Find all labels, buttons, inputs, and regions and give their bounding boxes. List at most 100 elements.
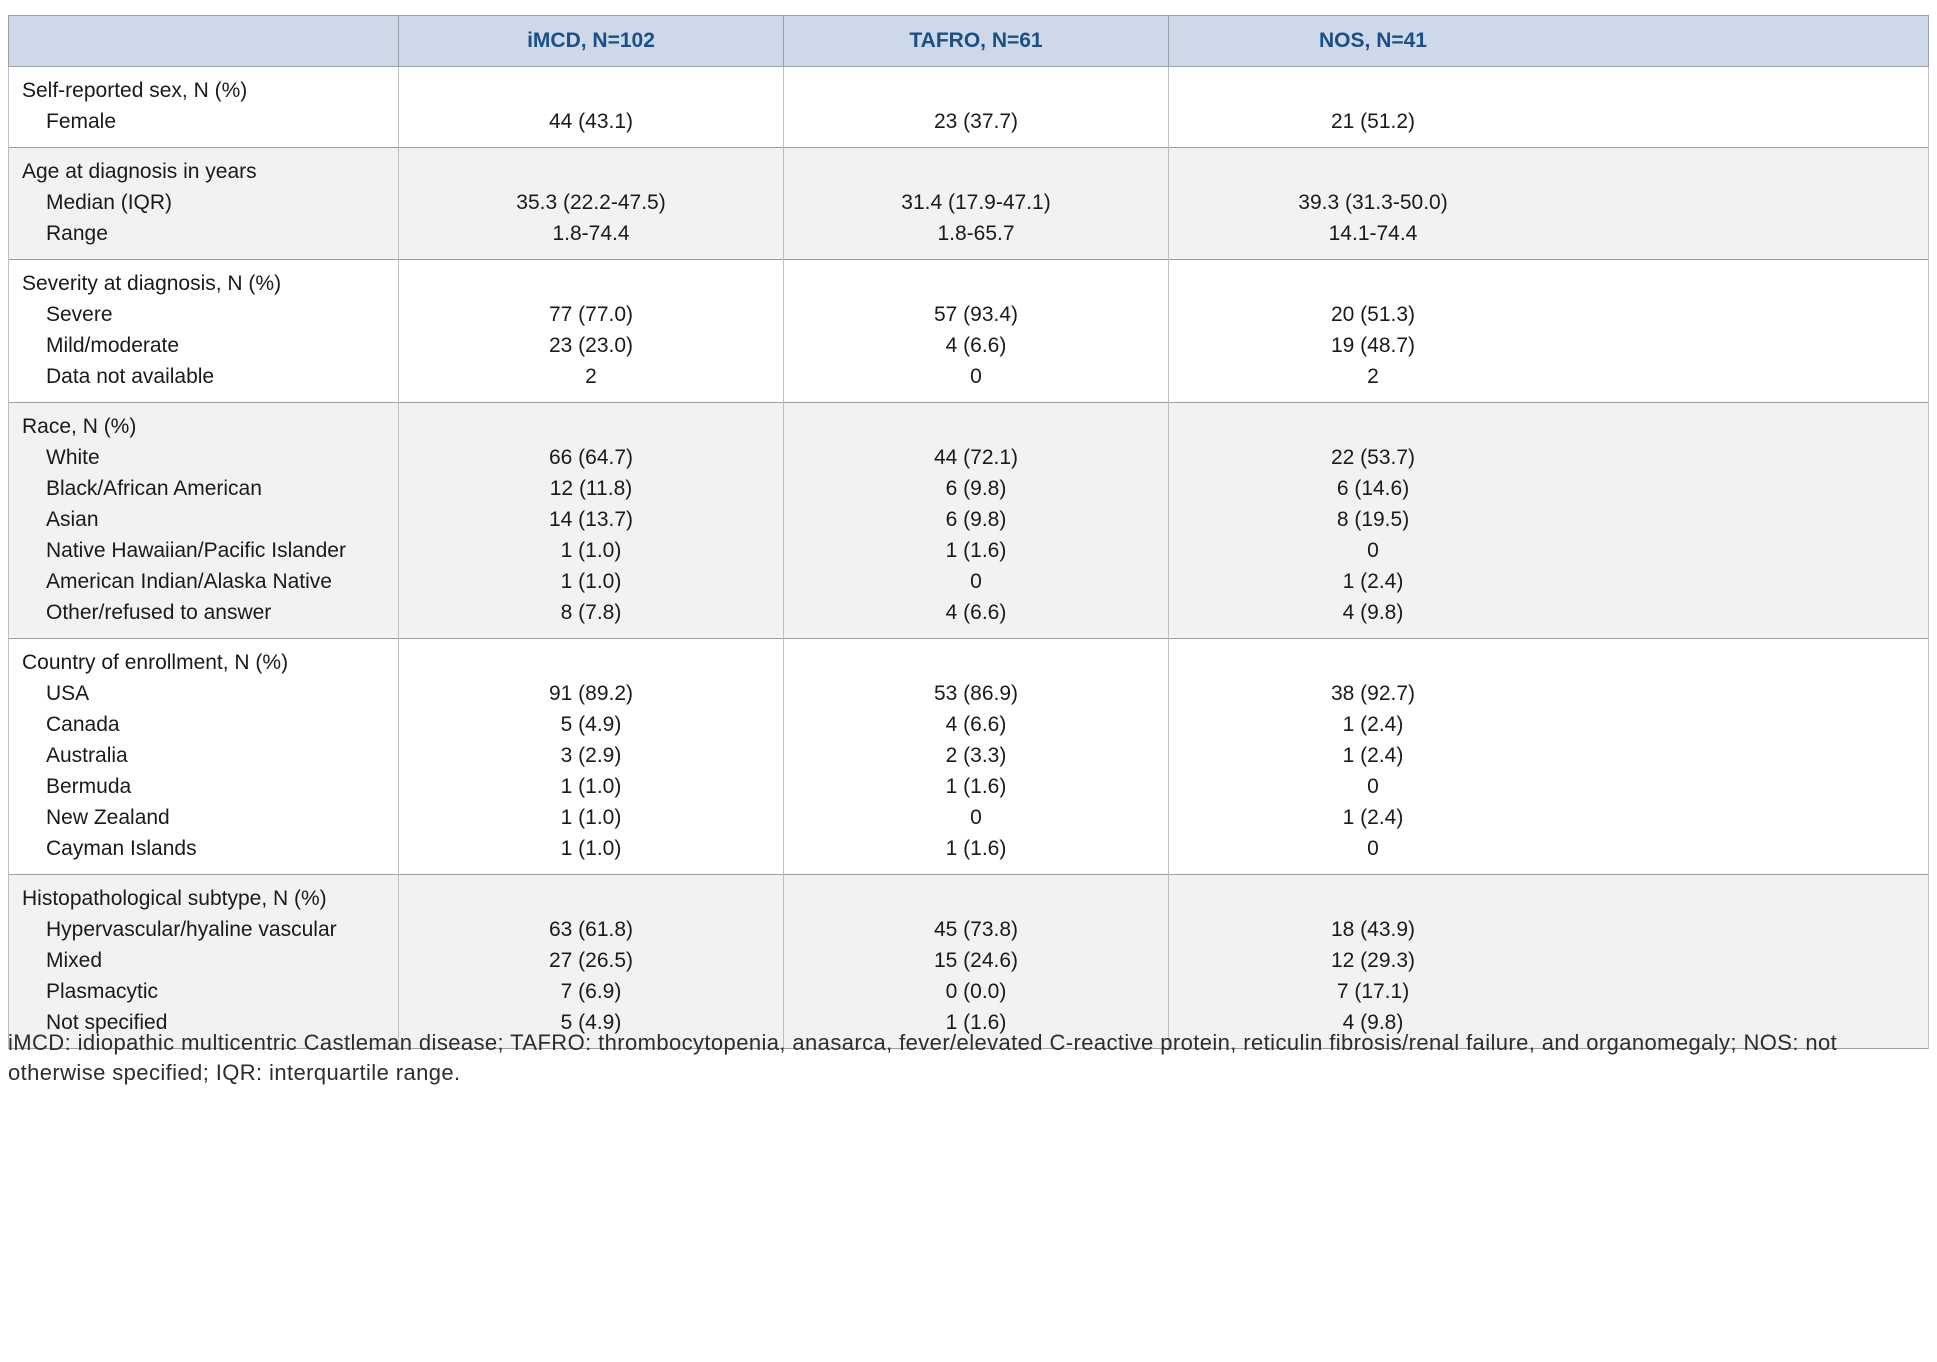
table-row: Mixed 27 (26.5) 15 (24.6) 12 (29.3) [8,945,1929,976]
table-row: American Indian/Alaska Native 1 (1.0) 0 1 (… [8,566,1929,597]
row-label: New Zealand [8,802,399,833]
cell-value: 5 (4.9) [398,1007,784,1049]
cell-value: 12 (29.3) [1168,945,1929,976]
empty-cell [398,638,784,678]
cell-value: 1 (2.4) [1168,566,1929,597]
cell-value: 0 [783,566,1169,597]
section-header-row: Country of enrollment, N (%) [8,638,1929,678]
empty-cell [783,402,1169,442]
empty-cell [783,147,1169,187]
section-header-row: Age at diagnosis in years [8,147,1929,187]
empty-cell [783,874,1169,914]
row-label: Data not available [8,361,399,403]
cell-value: 44 (43.1) [398,106,784,148]
column-header-imcd: iMCD, N=102 [398,15,784,67]
cell-value: 8 (19.5) [1168,504,1929,535]
cell-value: 12 (11.8) [398,473,784,504]
row-label: Bermuda [8,771,399,802]
cell-value: 44 (72.1) [783,442,1169,473]
section-title: Self-reported sex, N (%) [8,66,399,106]
table-row: Asian 14 (13.7) 6 (9.8) 8 (19.5) [8,504,1929,535]
cell-value: 1 (2.4) [1168,740,1929,771]
empty-cell [783,259,1169,299]
table-section: Age at diagnosis in years Median (IQR) 35.… [8,147,1929,260]
row-label: Black/African American [8,473,399,504]
cell-value: 18 (43.9) [1168,914,1929,945]
section-title: Age at diagnosis in years [8,147,399,187]
empty-cell [398,402,784,442]
cell-value: 1.8-74.4 [398,218,784,260]
section-title: Severity at diagnosis, N (%) [8,259,399,299]
cell-value: 22 (53.7) [1168,442,1929,473]
cell-value: 1 (1.6) [783,771,1169,802]
cell-value: 23 (37.7) [783,106,1169,148]
table-row: Other/refused to answer 8 (7.8) 4 (6.6) 4 (… [8,597,1929,639]
cell-value: 6 (14.6) [1168,473,1929,504]
cell-value: 7 (17.1) [1168,976,1929,1007]
cell-value: 0 [783,361,1169,403]
cell-value: 1 (1.0) [398,535,784,566]
cell-value: 35.3 (22.2-47.5) [398,187,784,218]
table-row: Mild/moderate 23 (23.0) 4 (6.6) 19 (48.7) [8,330,1929,361]
table-section: Country of enrollment, N (%) USA 91 (89.2)… [8,638,1929,875]
cell-value: 1 (1.6) [783,833,1169,875]
table-row: Cayman Islands 1 (1.0) 1 (1.6) 0 [8,833,1929,875]
cell-value: 27 (26.5) [398,945,784,976]
cell-value: 7 (6.9) [398,976,784,1007]
cell-value: 2 (3.3) [783,740,1169,771]
row-label: Canada [8,709,399,740]
cell-value: 1 (2.4) [1168,802,1929,833]
column-header-empty [8,15,399,67]
cell-value: 66 (64.7) [398,442,784,473]
cell-value: 15 (24.6) [783,945,1169,976]
table-row: Native Hawaiian/Pacific Islander 1 (1.0) 1… [8,535,1929,566]
cell-value: 2 [398,361,784,403]
cell-value: 5 (4.9) [398,709,784,740]
cell-value: 19 (48.7) [1168,330,1929,361]
cell-value: 31.4 (17.9-47.1) [783,187,1169,218]
cell-value: 0 [1168,535,1929,566]
row-label: Median (IQR) [8,187,399,218]
row-label: Not specified [8,1007,399,1049]
table-header: iMCD, N=102 TAFRO, N=61 NOS, N=41 [8,15,1929,67]
cell-value: 63 (61.8) [398,914,784,945]
row-label: White [8,442,399,473]
cell-value: 0 [783,802,1169,833]
empty-cell [1168,66,1929,106]
cell-value: 6 (9.8) [783,504,1169,535]
section-title: Race, N (%) [8,402,399,442]
table-row: Canada 5 (4.9) 4 (6.6) 1 (2.4) [8,709,1929,740]
cell-value: 14.1-74.4 [1168,218,1929,260]
cell-value: 1 (2.4) [1168,709,1929,740]
empty-cell [1168,638,1929,678]
table-row: New Zealand 1 (1.0) 0 1 (2.4) [8,802,1929,833]
table-row: Bermuda 1 (1.0) 1 (1.6) 0 [8,771,1929,802]
cell-value: 8 (7.8) [398,597,784,639]
table-section: Histopathological subtype, N (%) Hypervas… [8,874,1929,1049]
cell-value: 91 (89.2) [398,678,784,709]
cell-value: 0 [1168,833,1929,875]
cell-value: 0 [1168,771,1929,802]
row-label: USA [8,678,399,709]
cell-value: 6 (9.8) [783,473,1169,504]
cell-value: 20 (51.3) [1168,299,1929,330]
table-row: Black/African American 12 (11.8) 6 (9.8) 6 … [8,473,1929,504]
table-row: Not specified 5 (4.9) 1 (1.6) 4 (9.8) [8,1007,1929,1049]
table-row: Female 44 (43.1) 23 (37.7) 21 (51.2) [8,106,1929,148]
cell-value: 4 (9.8) [1168,597,1929,639]
cell-value: 57 (93.4) [783,299,1169,330]
row-label: Other/refused to answer [8,597,399,639]
cell-value: 1 (1.0) [398,566,784,597]
row-label: Severe [8,299,399,330]
row-label: Cayman Islands [8,833,399,875]
section-header-row: Severity at diagnosis, N (%) [8,259,1929,299]
cell-value: 4 (9.8) [1168,1007,1929,1049]
empty-cell [1168,874,1929,914]
empty-cell [1168,259,1929,299]
table-row: Median (IQR) 35.3 (22.2-47.5) 31.4 (17.9-4… [8,187,1929,218]
cell-value: 4 (6.6) [783,330,1169,361]
row-label: American Indian/Alaska Native [8,566,399,597]
table-row: Plasmacytic 7 (6.9) 0 (0.0) 7 (17.1) [8,976,1929,1007]
cell-value: 1 (1.0) [398,802,784,833]
